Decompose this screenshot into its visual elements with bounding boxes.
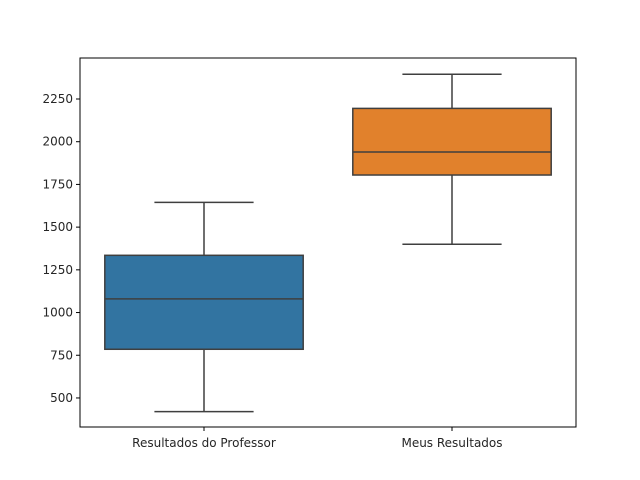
box-group-2 — [352, 73, 552, 245]
y-tick-label: 750 — [50, 348, 73, 362]
x-tick-label: Resultados do Professor — [132, 436, 276, 450]
y-axis: 500 750 1000 1250 1500 1750 2000 2250 — [42, 92, 80, 405]
x-axis: Resultados do Professor Meus Resultados — [132, 427, 503, 450]
box-iqr — [352, 107, 552, 176]
x-tick-label: Meus Resultados — [401, 436, 502, 450]
y-tick-label: 500 — [50, 391, 73, 405]
box-iqr — [104, 254, 304, 351]
y-tick-label: 1250 — [42, 263, 73, 277]
plot-area — [104, 73, 552, 413]
box-group-1 — [104, 201, 304, 413]
axes-frame — [79, 57, 577, 428]
y-tick-label: 2250 — [42, 92, 73, 106]
y-tick-label: 1500 — [42, 220, 73, 234]
y-tick-label: 1000 — [42, 306, 73, 320]
y-tick-label: 1750 — [42, 177, 73, 191]
y-tick-label: 2000 — [42, 135, 73, 149]
